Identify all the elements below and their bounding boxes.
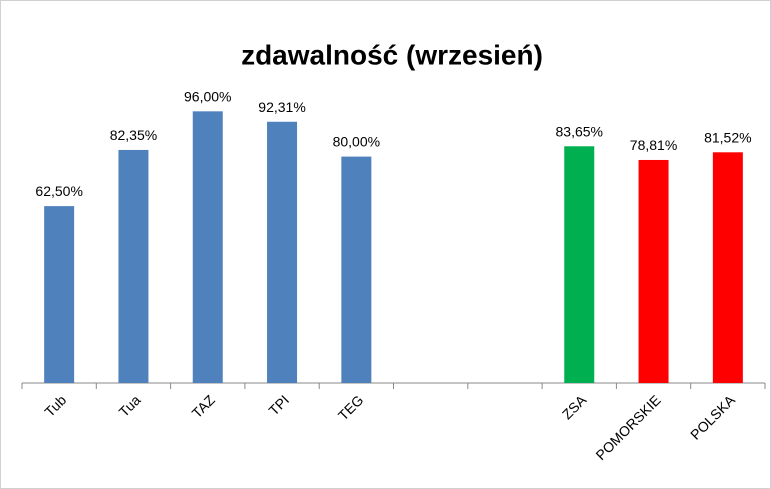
chart-title: zdawalność (wrzesień) <box>241 39 543 70</box>
value-label: 92,31% <box>258 99 305 115</box>
value-label: 62,50% <box>35 183 82 199</box>
bar <box>118 149 149 383</box>
bar <box>712 152 743 383</box>
bar <box>638 159 669 383</box>
value-label: 78,81% <box>630 137 677 153</box>
bar <box>564 146 595 383</box>
value-label: 81,52% <box>704 129 751 145</box>
bar <box>44 206 75 383</box>
bar <box>192 111 223 383</box>
value-label: 82,35% <box>110 127 157 143</box>
value-label: 96,00% <box>184 88 231 104</box>
value-label: 83,65% <box>556 123 603 139</box>
bar <box>341 156 372 383</box>
bar <box>267 121 298 384</box>
value-label: 80,00% <box>333 134 380 150</box>
